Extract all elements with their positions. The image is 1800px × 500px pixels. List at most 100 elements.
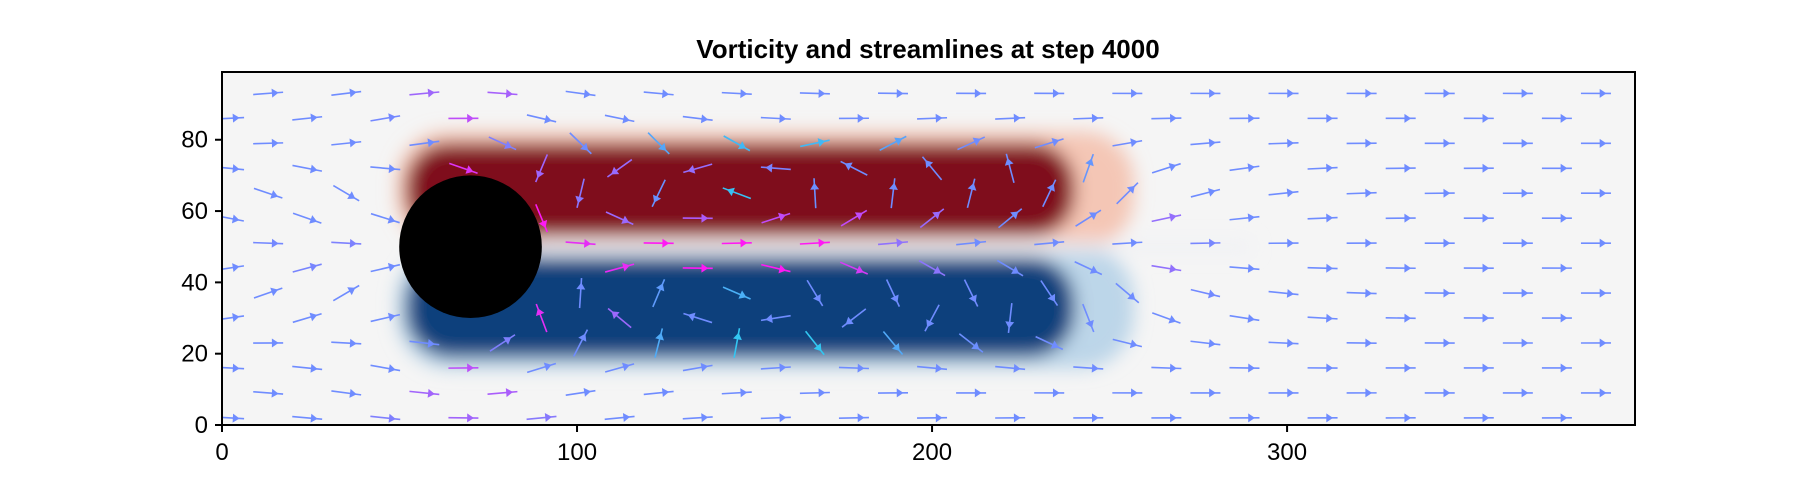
arrow-head — [778, 212, 786, 222]
streamline-arrow — [1307, 263, 1338, 273]
streamline-arrow — [761, 212, 791, 224]
streamline-arrow — [1502, 188, 1533, 198]
arrow-head — [427, 338, 435, 348]
arrow-head — [1050, 340, 1059, 349]
arrow-head — [1326, 163, 1334, 173]
streamline-arrow — [1151, 113, 1182, 123]
streamline-arrow — [1463, 313, 1494, 323]
arrow-head — [232, 413, 240, 423]
streamline-arrow — [1190, 187, 1221, 198]
streamline-arrow — [995, 363, 1026, 373]
arrow-head — [1287, 138, 1295, 148]
arrow-head — [1443, 188, 1451, 198]
vorticity-heatmap — [396, 131, 1252, 369]
streamline-arrow — [222, 263, 245, 272]
streamline-arrow — [331, 88, 362, 98]
arrow-head — [926, 319, 935, 328]
arrow-head — [1089, 212, 1098, 220]
arrow-head — [1209, 88, 1216, 98]
streamline-arrow — [643, 238, 674, 248]
arrow-head — [652, 194, 662, 203]
arrow-shaft — [799, 92, 830, 95]
arrow-head — [347, 191, 356, 200]
y-tick-label: 80 — [181, 127, 208, 154]
arrow-head — [1482, 263, 1490, 273]
arrow-head — [857, 363, 865, 373]
arrow-head — [845, 316, 854, 325]
chart-title: Vorticity and streamlines at step 4000 — [696, 34, 1159, 64]
streamline-arrow — [1112, 238, 1143, 248]
streamline-arrow — [1541, 313, 1572, 323]
streamline-arrow — [1463, 263, 1494, 273]
streamline-arrow — [409, 388, 440, 398]
streamline-arrow — [885, 279, 901, 307]
streamline-arrow — [1580, 188, 1611, 198]
arrow-head — [1052, 88, 1060, 98]
arrow-head — [544, 413, 552, 422]
streamline-arrow — [332, 184, 360, 202]
streamline-arrow — [535, 204, 549, 233]
streamline-arrow — [682, 213, 713, 223]
arrow-head — [1560, 263, 1568, 273]
streamline-arrow — [958, 333, 984, 353]
arrow-head — [765, 314, 773, 324]
streamline-arrow — [1502, 288, 1533, 298]
arrow-head — [1443, 88, 1451, 98]
arrow-head — [611, 311, 620, 320]
streamline-arrow — [1190, 388, 1221, 398]
arrow-head — [854, 212, 863, 221]
arrow-head — [888, 182, 898, 191]
streamline-arrow — [682, 413, 713, 423]
streamline-arrow — [877, 88, 909, 98]
streamline-arrow — [1112, 338, 1143, 349]
streamline-arrow — [1463, 413, 1494, 423]
arrow-head — [349, 388, 357, 398]
streamline-arrow — [1034, 388, 1065, 398]
arrow-head — [1443, 238, 1451, 248]
arrow-head — [1365, 188, 1373, 198]
streamline-arrow — [840, 160, 868, 176]
arrow-head — [967, 183, 977, 191]
streamline-arrow — [526, 114, 557, 124]
arrow-head — [387, 312, 396, 322]
arrow-head — [503, 337, 512, 345]
arrow-head — [1085, 158, 1094, 167]
y-axis: 0 20 40 60 80 — [181, 127, 222, 439]
arrow-head — [1560, 363, 1568, 373]
arrow-head — [701, 413, 709, 423]
streamline-arrow — [882, 330, 904, 356]
arrow-head — [844, 162, 853, 171]
arrow-head — [1051, 137, 1060, 147]
streamline-arrow — [760, 163, 791, 173]
streamline-arrow — [409, 88, 440, 98]
arrow-head — [1560, 113, 1568, 123]
arrow-head — [1169, 264, 1177, 274]
arrow-head — [310, 413, 318, 423]
streamline-arrow — [1580, 88, 1611, 98]
streamline-arrow — [1190, 338, 1221, 348]
streamline-arrow — [292, 212, 322, 224]
streamline-arrow — [1082, 153, 1095, 183]
streamline-arrow — [654, 328, 664, 358]
arrow-head — [1404, 313, 1412, 323]
arrow-head — [387, 262, 396, 272]
streamline-arrow — [1268, 338, 1299, 348]
vortex-negative-core — [406, 257, 1075, 357]
arrow-head — [1599, 138, 1607, 148]
arrow-head — [544, 114, 552, 124]
streamline-arrow — [1005, 303, 1015, 334]
arrow-head — [1013, 363, 1021, 373]
streamline-arrow — [1424, 138, 1455, 148]
streamline-arrow — [1424, 88, 1455, 98]
arrow-head — [232, 363, 240, 373]
arrow-head — [1326, 313, 1334, 323]
arrow-head — [1599, 288, 1607, 298]
arrow-head — [580, 142, 589, 151]
arrow-head — [1443, 288, 1451, 298]
streamline-arrow — [1229, 413, 1260, 423]
streamline-arrow — [1541, 413, 1572, 423]
streamline-arrow — [799, 238, 830, 248]
streamline-arrow — [1502, 88, 1533, 98]
streamline-arrow — [1463, 363, 1494, 373]
